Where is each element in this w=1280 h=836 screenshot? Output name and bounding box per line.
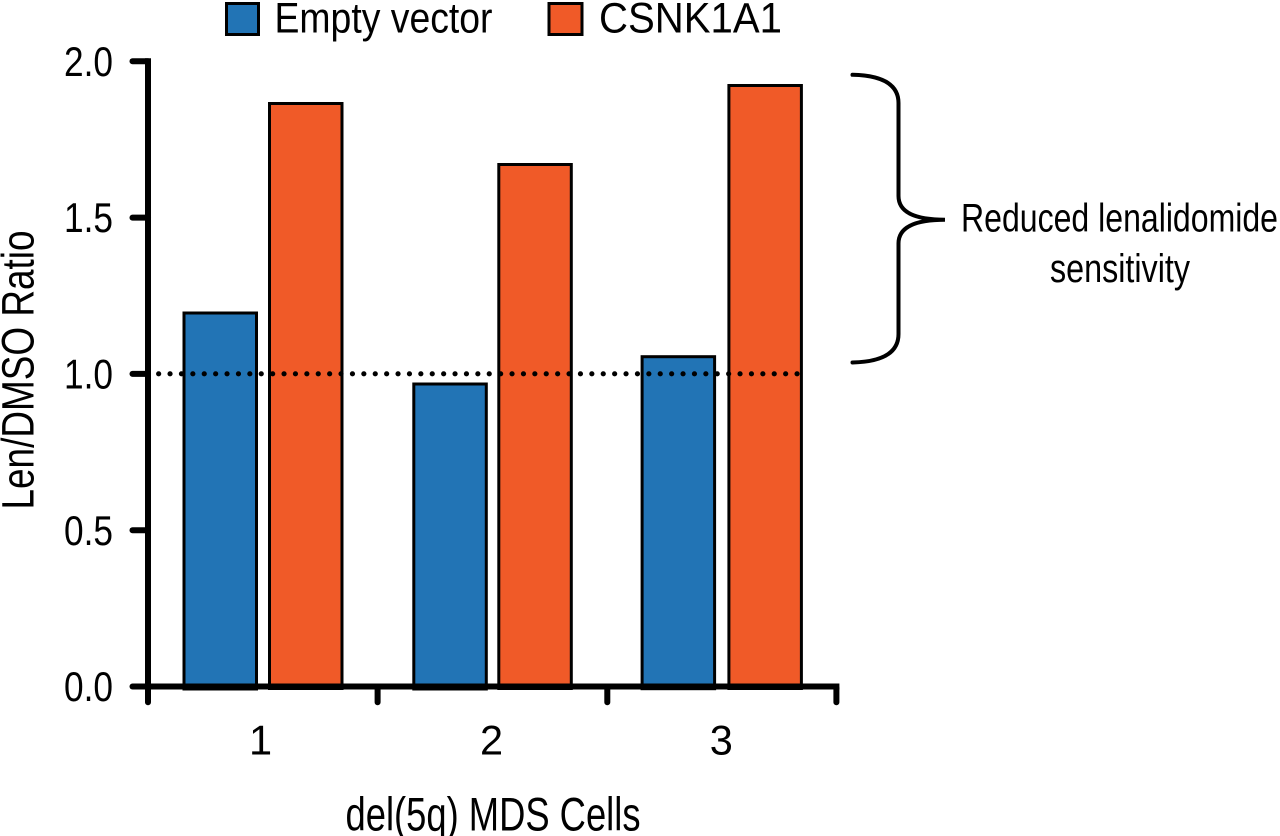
- svg-text:2: 2: [480, 716, 503, 763]
- svg-text:2.0: 2.0: [64, 38, 113, 85]
- svg-text:Reduced lenalidomide: Reduced lenalidomide: [961, 197, 1278, 241]
- svg-text:0.5: 0.5: [64, 507, 113, 554]
- svg-text:CSNK1A1: CSNK1A1: [599, 0, 782, 43]
- svg-text:3: 3: [710, 716, 733, 763]
- svg-text:Empty vector: Empty vector: [275, 0, 493, 43]
- svg-text:Len/DMSO Ratio: Len/DMSO Ratio: [0, 231, 44, 510]
- svg-text:sensitivity: sensitivity: [1050, 247, 1190, 291]
- svg-text:del(5q) MDS Cells: del(5q) MDS Cells: [346, 787, 641, 836]
- svg-text:1.5: 1.5: [64, 194, 113, 241]
- svg-text:1.0: 1.0: [64, 351, 113, 398]
- svg-text:1: 1: [249, 716, 272, 763]
- svg-text:0.0: 0.0: [64, 663, 113, 710]
